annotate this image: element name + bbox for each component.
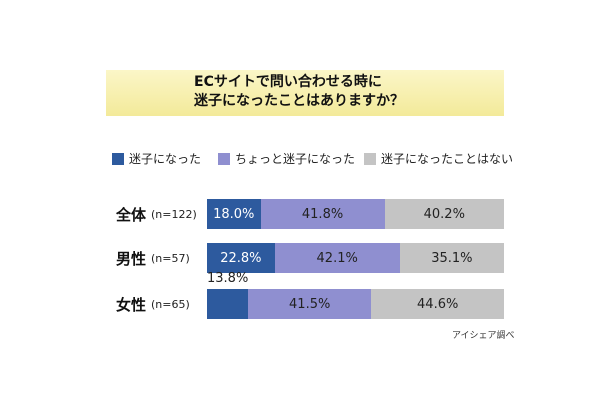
legend-item-lost: 迷子になった — [112, 150, 201, 167]
data-label-all-slightly-lost: 41.8% — [301, 206, 344, 222]
data-label-male-slightly-lost: 42.1% — [316, 250, 358, 266]
data-label-all-lost: 18.0% — [213, 206, 255, 222]
data-label-female-lost: 13.8% — [207, 271, 249, 286]
bar-segment-female-never-lost: 44.6% — [371, 289, 504, 319]
chart-title-line-1: ECサイトで問い合わせる時に — [194, 74, 382, 90]
bar-segment-male-lost: 22.8% — [207, 243, 275, 273]
bar-segment-all-slightly-lost: 41.8% — [260, 199, 385, 229]
legend: 迷子になった ちょっと迷子になった 迷子になったことはない — [112, 150, 552, 170]
sample-size-female: (n=65) — [151, 298, 190, 311]
bar-segment-male-never-lost: 35.1% — [399, 243, 504, 273]
bar-segment-all-lost: 18.0% — [207, 199, 261, 229]
data-label-male-lost: 22.8% — [220, 250, 262, 266]
legend-item-never-lost: 迷子になったことはない — [364, 150, 513, 167]
source-note: アイシェア調べ — [452, 331, 515, 341]
legend-swatch-lost — [112, 152, 124, 165]
category-label-female: 女性 — [115, 296, 146, 314]
sample-size-all: (n=122) — [151, 208, 197, 221]
legend-swatch-never-lost — [364, 152, 376, 165]
category-label-male: 男性 — [115, 250, 146, 268]
chart-title: ECサイトで問い合わせる時に 迷子になったことはありますか？ — [106, 70, 504, 116]
sample-size-male: (n=57) — [151, 252, 190, 265]
data-label-all-never-lost: 40.2% — [423, 206, 465, 222]
category-label-all: 全体 — [115, 206, 146, 224]
legend-label-lost: 迷子になった — [129, 152, 202, 166]
legend-label-slightly-lost: ちょっと迷子になった — [235, 152, 356, 166]
legend-label-never-lost: 迷子になったことはない — [381, 152, 514, 166]
bar-segment-male-slightly-lost: 42.1% — [274, 243, 400, 273]
data-label-female-never-lost: 44.6% — [417, 296, 459, 312]
bar-segment-female-slightly-lost: 41.5% — [248, 289, 372, 319]
data-label-female-slightly-lost: 41.5% — [289, 296, 331, 312]
chart-title-line-2: 迷子になったことはありますか？ — [194, 93, 404, 109]
bar-segment-female-lost: 13.8% — [207, 271, 248, 319]
legend-item-slightly-lost: ちょっと迷子になった — [218, 150, 355, 167]
legend-swatch-slightly-lost — [218, 152, 230, 165]
bar-segment-all-never-lost: 40.2% — [384, 199, 504, 229]
data-label-male-never-lost: 35.1% — [431, 250, 473, 266]
